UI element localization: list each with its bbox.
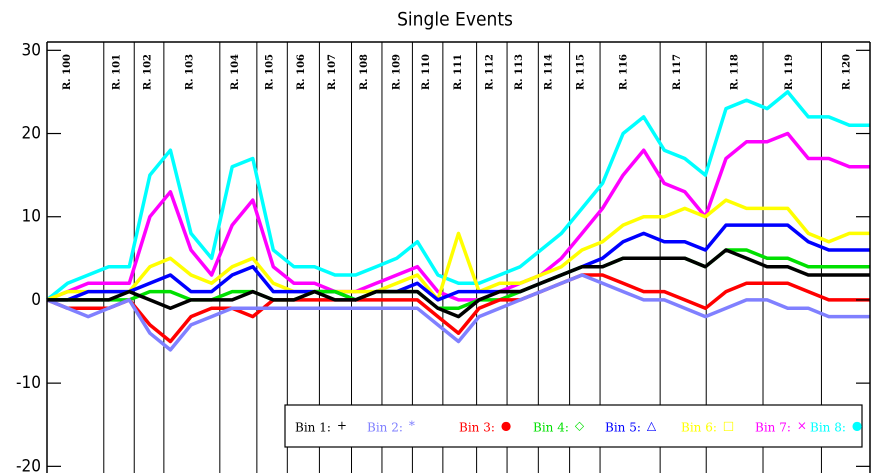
run-label: R. 110: [421, 54, 432, 90]
legend-marker: △: [647, 419, 657, 433]
run-label: R. 113: [514, 54, 525, 90]
series-line: [47, 248, 870, 311]
legend-label: Bin 2:: [367, 421, 403, 435]
legend-label: Bin 5:: [605, 421, 641, 435]
legend-box: [284, 404, 863, 448]
run-label: R. 119: [784, 54, 795, 90]
run-label: R. 105: [265, 54, 276, 90]
legend-label: Bin 6:: [681, 421, 717, 435]
run-label: R. 103: [185, 54, 196, 90]
legend-label: Bin 7:: [755, 421, 791, 435]
legend-label: Bin 8:: [810, 421, 846, 435]
legend-marker: ●: [501, 419, 511, 433]
run-label: R. 116: [618, 54, 629, 90]
y-tick-label: 10: [22, 207, 41, 227]
series-line: [46, 131, 870, 302]
run-label: R. 118: [730, 54, 741, 90]
run-label: R. 106: [296, 54, 307, 90]
legend-marker: □: [723, 419, 734, 433]
legend: Bin 1: + Bin 2: * Bin 3: ● Bin 4: ◇ Bin 5: △ Bin 6…: [284, 404, 863, 448]
run-label: R. 109: [391, 54, 402, 90]
run-label: R. 107: [327, 54, 338, 90]
run-label: R. 117: [672, 54, 683, 90]
run-label: R. 104: [230, 54, 241, 90]
run-label: R. 108: [359, 54, 370, 90]
y-tick-label: 20: [22, 124, 41, 144]
run-label: R. 120: [841, 54, 852, 90]
run-label: R. 114: [544, 54, 555, 90]
series-line: [46, 198, 870, 302]
legend-marker: +: [337, 419, 347, 433]
y-tick-label: -20: [16, 456, 41, 473]
run-label: R. 115: [576, 54, 587, 90]
legend-label: Bin 1:: [295, 421, 331, 435]
series-line: [45, 90, 870, 302]
run-label: R. 111: [453, 54, 464, 90]
run-label: R. 101: [111, 54, 122, 90]
run-label: R. 102: [143, 54, 154, 90]
legend-label: Bin 3:: [459, 421, 495, 435]
legend-marker: ●: [852, 419, 862, 433]
legend-marker: ◇: [575, 419, 585, 433]
series-line: [46, 273, 870, 344]
y-tick-label: 0: [31, 290, 41, 310]
y-tick-label: 30: [22, 40, 41, 60]
chart-title: Single Events: [397, 9, 513, 31]
run-label: R. 100: [62, 54, 73, 90]
legend-label: Bin 4:: [533, 421, 569, 435]
run-label: R. 112: [484, 54, 495, 90]
series-line: [46, 273, 870, 352]
legend-marker: ×: [797, 419, 807, 433]
series-line: [47, 223, 870, 302]
y-tick-label: -10: [16, 373, 41, 393]
series-line: [47, 248, 870, 319]
legend-marker: *: [409, 419, 415, 433]
